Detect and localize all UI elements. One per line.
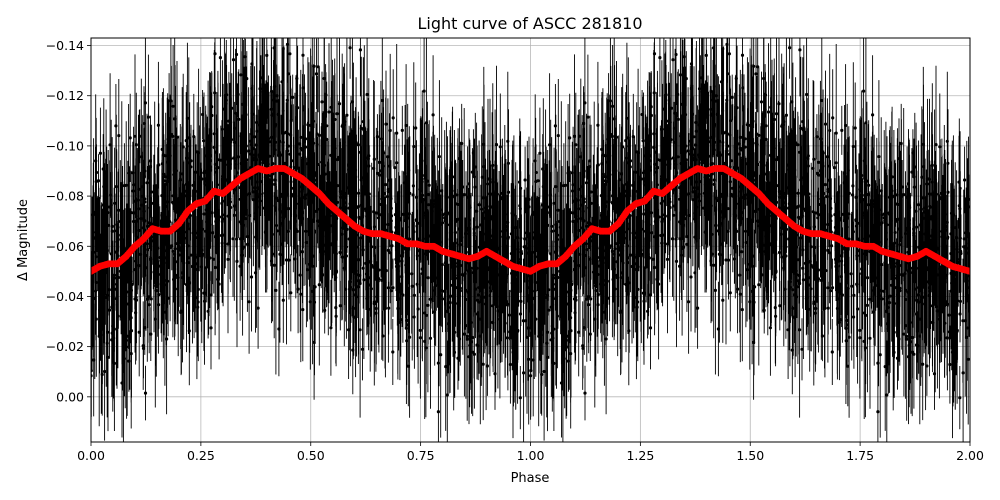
x-tick-label: 1.25: [626, 448, 654, 463]
y-axis: 0.00 −0.02 −0.04 −0.06 −0.08 −0.10 −0.12 −0.14: [46, 38, 91, 404]
x-tick-label: 0.50: [297, 448, 325, 463]
x-tick-label: 0.75: [407, 448, 435, 463]
x-tick-label: 0.25: [187, 448, 215, 463]
x-tick-label: 1.50: [736, 448, 764, 463]
x-tick-label: 1.75: [846, 448, 874, 463]
plot-area: [90, 37, 971, 443]
y-tick-label: −0.04: [46, 289, 84, 304]
x-tick-label: 2.00: [956, 448, 984, 463]
binned-mean-series: [91, 165, 970, 275]
x-tick-label: 1.00: [517, 448, 545, 463]
mean-point: [966, 267, 970, 275]
y-tick-label: −0.10: [46, 138, 84, 153]
y-tick-label: 0.00: [56, 389, 84, 404]
chart-title: Light curve of ASCC 281810: [417, 14, 642, 33]
y-tick-label: −0.08: [46, 189, 84, 204]
y-tick-label: −0.06: [46, 239, 84, 254]
y-tick-label: −0.02: [46, 339, 84, 354]
observations-series: [91, 38, 970, 442]
x-axis-label: Phase: [511, 471, 550, 486]
y-axis-label: Δ Magnitude: [16, 199, 31, 281]
x-tick-label: 0.00: [77, 448, 105, 463]
y-tick-label: −0.12: [46, 88, 84, 103]
y-tick-label: −0.14: [46, 38, 84, 53]
x-axis: 0.00 0.25 0.50 0.75 1.00 1.25 1.50 1.75 2.00: [77, 442, 984, 463]
